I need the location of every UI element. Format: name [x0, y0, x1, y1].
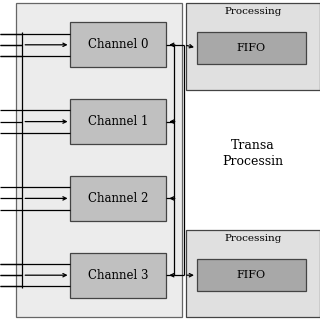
Text: Channel 0: Channel 0	[88, 38, 149, 51]
Bar	[197, 259, 306, 291]
Text: Transa: Transa	[231, 139, 275, 152]
Bar	[186, 3, 320, 90]
Text: Channel 2: Channel 2	[88, 192, 148, 205]
Bar	[70, 253, 166, 298]
Text: FIFO: FIFO	[236, 270, 266, 280]
Text: Processing: Processing	[224, 234, 282, 243]
Text: FIFO: FIFO	[236, 43, 266, 53]
Text: Channel 1: Channel 1	[88, 115, 148, 128]
Text: Processing: Processing	[224, 7, 282, 16]
Bar	[70, 22, 166, 67]
Text: Processin: Processin	[222, 155, 284, 168]
Bar	[70, 99, 166, 144]
Text: Channel 3: Channel 3	[88, 269, 149, 282]
Bar	[70, 176, 166, 221]
Bar	[16, 3, 182, 317]
Bar	[197, 32, 306, 64]
Bar	[186, 230, 320, 317]
